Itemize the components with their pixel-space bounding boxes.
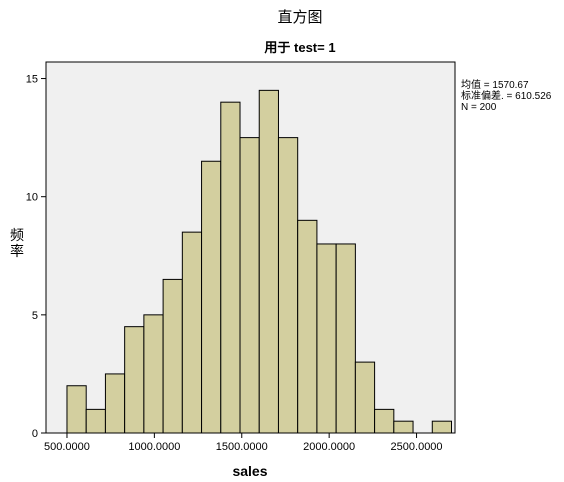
x-axis-ticks: 500.0000 1000.0000 1500.0000 2000.0000 2500.… (44, 433, 443, 453)
x-tick-label: 1000.0000 (128, 441, 180, 453)
stats-line: 均值 = 1570.67 (461, 78, 529, 91)
histogram-bar (162, 278, 183, 434)
histogram-bar (239, 137, 260, 434)
x-tick-label: 2500.0000 (391, 441, 443, 453)
x-tick-label: 500.0000 (44, 441, 90, 453)
x-tick-label: 1500.0000 (216, 441, 268, 453)
chart-subtitle: 用于 test= 1 (263, 40, 335, 55)
histogram-bar (201, 160, 222, 434)
y-tick-label: 15 (26, 74, 38, 86)
histogram-bar (297, 219, 318, 434)
y-tick-label: 5 (32, 310, 38, 322)
y-tick-label: 0 (32, 428, 38, 440)
page-title: 直方图 (277, 8, 322, 26)
histogram-bar (104, 373, 126, 434)
histogram-bar (393, 420, 414, 434)
x-axis-label: sales (232, 463, 267, 479)
histogram-bar (277, 137, 299, 434)
y-axis-label: 频率 (10, 228, 24, 260)
histogram-bar (258, 89, 279, 434)
histogram-bar (431, 420, 453, 434)
histogram-bar (66, 385, 87, 434)
histogram-bar (354, 361, 376, 434)
histogram-bar (374, 408, 395, 434)
y-axis-ticks: 0 5 10 15 (26, 74, 46, 440)
histogram-bar (316, 243, 337, 434)
histogram-bar (124, 326, 145, 434)
x-tick-label: 2000.0000 (303, 441, 355, 453)
histogram-bar (181, 231, 203, 434)
stats-line: 标准偏差. = 610.526 (461, 89, 552, 102)
bars-group (66, 89, 453, 434)
y-tick-label: 10 (26, 192, 38, 204)
histogram-bar (335, 243, 356, 434)
stats-line: N = 200 (461, 102, 497, 113)
histogram-bar (143, 314, 164, 434)
histogram-bar (85, 408, 106, 434)
histogram-bar (220, 101, 241, 434)
